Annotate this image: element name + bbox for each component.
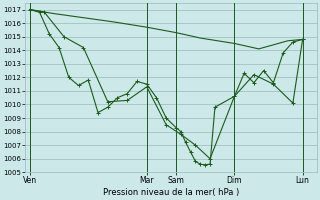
- X-axis label: Pression niveau de la mer( hPa ): Pression niveau de la mer( hPa ): [103, 188, 239, 197]
